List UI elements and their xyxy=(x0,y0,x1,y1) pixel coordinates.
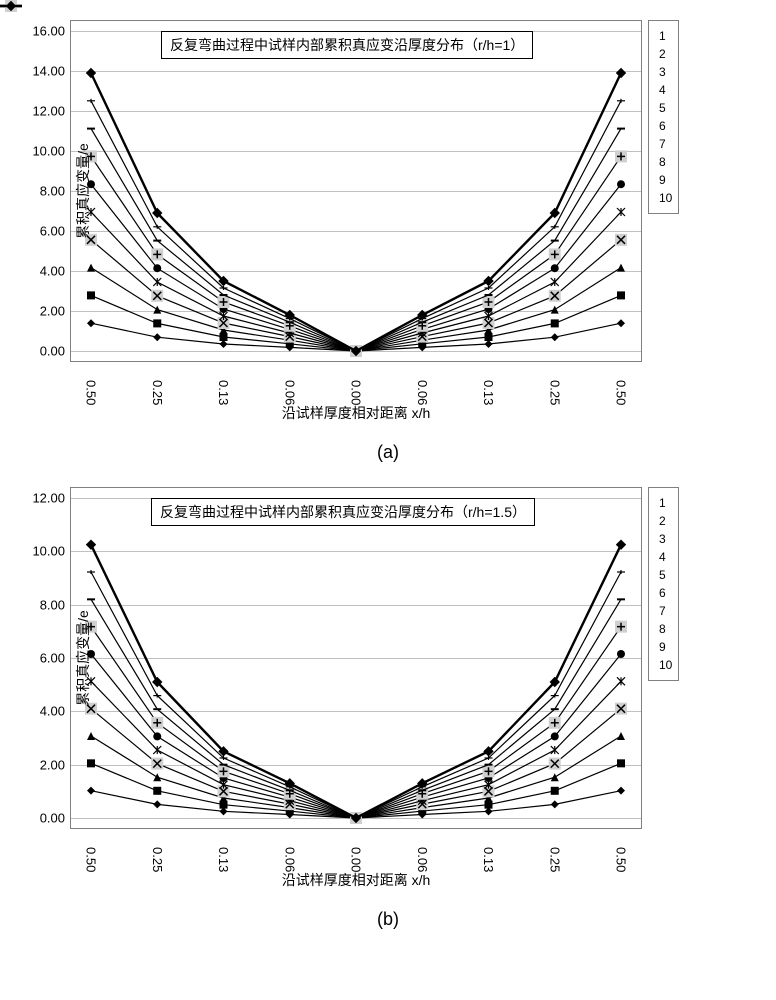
legend-item: 10 xyxy=(655,191,672,205)
x-tick: 0.06 xyxy=(282,380,297,405)
legend-item: 4 xyxy=(655,83,672,97)
legend-item: 9 xyxy=(655,640,672,654)
subplot-label: (b) xyxy=(10,909,766,930)
x-tick: 0.13 xyxy=(216,380,231,405)
x-tick: 0.50 xyxy=(614,380,629,405)
y-tick: 0.00 xyxy=(21,344,65,359)
x-tick: 0.13 xyxy=(216,847,231,872)
y-tick: 8.00 xyxy=(21,597,65,612)
y-axis-label: 累积真应变量/e xyxy=(73,610,93,706)
y-tick: 4.00 xyxy=(21,704,65,719)
chart-title: 反复弯曲过程中试样内部累积真应变沿厚度分布（r/h=1.5） xyxy=(151,498,535,526)
y-tick: 4.00 xyxy=(21,264,65,279)
legend-item: 3 xyxy=(655,65,672,79)
legend-label: 1 xyxy=(659,29,666,43)
chart-panel-a: 反复弯曲过程中试样内部累积真应变沿厚度分布（r/h=1） 0.00 2.00 4.0… xyxy=(10,20,766,432)
x-tick: 0.06 xyxy=(282,847,297,872)
legend-item: 3 xyxy=(655,532,672,546)
y-tick: 16.00 xyxy=(21,24,65,39)
legend-label: 2 xyxy=(659,47,666,61)
legend-label: 4 xyxy=(659,83,666,97)
legend-label: 5 xyxy=(659,101,666,115)
legend-label: 1 xyxy=(659,496,666,510)
legend-item: 8 xyxy=(655,155,672,169)
legend-label: 10 xyxy=(659,191,672,205)
legend-label: 9 xyxy=(659,173,666,187)
y-axis-label: 累积真应变量/e xyxy=(73,143,93,239)
x-tick: 0.50 xyxy=(614,847,629,872)
legend-item: 7 xyxy=(655,604,672,618)
legend-item: 5 xyxy=(655,101,672,115)
chart-svg xyxy=(71,21,641,361)
legend-label: 8 xyxy=(659,155,666,169)
legend-item: 8 xyxy=(655,622,672,636)
y-tick: 6.00 xyxy=(21,224,65,239)
chart-box: 反复弯曲过程中试样内部累积真应变沿厚度分布（r/h=1） 0.002.004.0… xyxy=(70,20,642,362)
x-tick: 0.50 xyxy=(84,847,99,872)
y-tick: 14.00 xyxy=(21,64,65,79)
legend-item: 4 xyxy=(655,550,672,564)
legend-item: 6 xyxy=(655,586,672,600)
chart-box: 反复弯曲过程中试样内部累积真应变沿厚度分布（r/h=1.5） 0.002.004… xyxy=(70,487,642,829)
legend-item: 2 xyxy=(655,514,672,528)
y-tick: 6.00 xyxy=(21,651,65,666)
x-tick: 0.06 xyxy=(415,380,430,405)
chart-title: 反复弯曲过程中试样内部累积真应变沿厚度分布（r/h=1） xyxy=(161,31,533,59)
legend-item: 1 xyxy=(655,496,672,510)
legend-label: 7 xyxy=(659,137,666,151)
legend-label: 3 xyxy=(659,532,666,546)
legend-label: 8 xyxy=(659,622,666,636)
y-tick: 2.00 xyxy=(21,757,65,772)
y-tick: 10.00 xyxy=(21,544,65,559)
subplot-label: (a) xyxy=(10,442,766,463)
legend-label: 10 xyxy=(659,658,672,672)
legend-label: 6 xyxy=(659,119,666,133)
legend: 1 2 3 4 5 6 7 8 9 10 xyxy=(648,487,679,681)
x-tick: 0.50 xyxy=(84,380,99,405)
legend-item: 1 xyxy=(655,29,672,43)
x-axis-label: 沿试样厚度相对距离 x/h xyxy=(282,870,431,890)
legend-label: 2 xyxy=(659,514,666,528)
x-tick: 0.25 xyxy=(547,847,562,872)
legend: 1 2 3 4 5 6 7 8 9 10 xyxy=(648,20,679,214)
legend-item: 5 xyxy=(655,568,672,582)
legend-item: 10 xyxy=(655,658,672,672)
y-tick: 12.00 xyxy=(21,491,65,506)
chart-panel-b: 反复弯曲过程中试样内部累积真应变沿厚度分布（r/h=1.5） 0.00 2.00 4… xyxy=(10,487,766,899)
x-tick: 0.25 xyxy=(150,847,165,872)
y-tick: 0.00 xyxy=(21,811,65,826)
x-tick: 0.06 xyxy=(415,847,430,872)
x-tick: 0.13 xyxy=(481,380,496,405)
legend-item: 6 xyxy=(655,119,672,133)
x-tick: 0.00 xyxy=(349,380,364,405)
y-tick: 10.00 xyxy=(21,144,65,159)
legend-item: 7 xyxy=(655,137,672,151)
legend-label: 5 xyxy=(659,568,666,582)
x-tick: 0.00 xyxy=(349,847,364,872)
y-tick: 2.00 xyxy=(21,304,65,319)
legend-label: 3 xyxy=(659,65,666,79)
y-tick: 12.00 xyxy=(21,104,65,119)
legend-label: 6 xyxy=(659,586,666,600)
x-tick: 0.25 xyxy=(150,380,165,405)
chart-svg xyxy=(71,488,641,828)
legend-item: 9 xyxy=(655,173,672,187)
legend-label: 9 xyxy=(659,640,666,654)
legend-label: 7 xyxy=(659,604,666,618)
x-tick: 0.25 xyxy=(547,380,562,405)
legend-label: 4 xyxy=(659,550,666,564)
legend-item: 2 xyxy=(655,47,672,61)
x-axis-label: 沿试样厚度相对距离 x/h xyxy=(282,403,431,423)
y-tick: 8.00 xyxy=(21,184,65,199)
x-tick: 0.13 xyxy=(481,847,496,872)
